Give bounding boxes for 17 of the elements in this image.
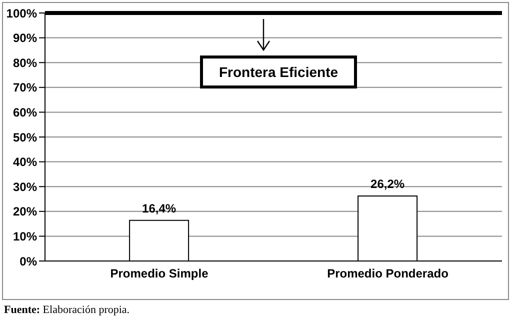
x-tick-label: Promedio Simple [110, 266, 209, 281]
y-tick-label: 50% [12, 130, 38, 144]
data-label: 26,2% [370, 177, 405, 192]
y-tick-label: 0% [20, 254, 38, 268]
y-tick-label: 90% [12, 31, 38, 46]
y-tick-label: 60% [12, 105, 38, 120]
x-tick-label: Promedio Ponderado [327, 266, 448, 281]
source-note: Fuente: Elaboración propia. [4, 304, 130, 316]
y-tick-label: 20% [12, 204, 38, 219]
y-tick-label: 30% [12, 180, 38, 194]
y-tick-label: 40% [12, 155, 38, 170]
y-tick-label: 100% [6, 6, 38, 20]
y-tick-label: 10% [12, 229, 38, 244]
y-tick-label: 80% [12, 56, 38, 70]
y-tick-label: 70% [12, 80, 38, 95]
legend-label: Frontera Eficiente [218, 64, 338, 80]
data-label: 16,4% [142, 201, 176, 216]
